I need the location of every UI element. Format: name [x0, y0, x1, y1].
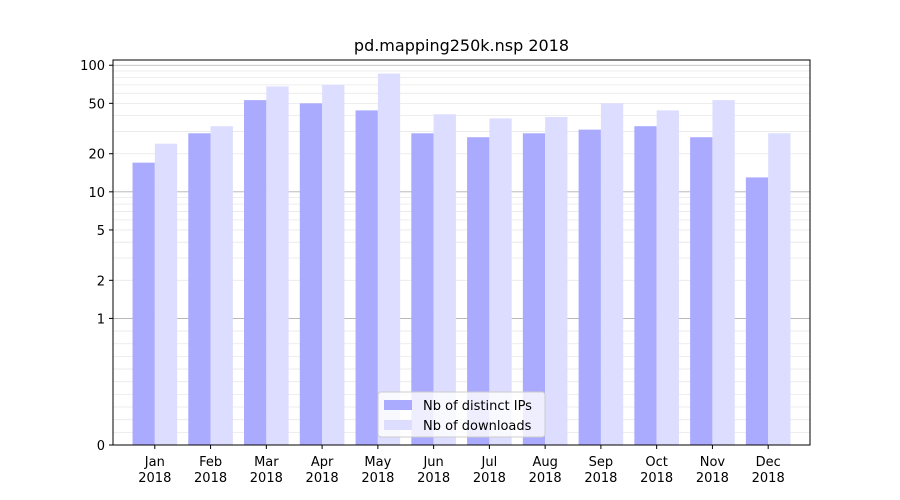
x-tick-label-month: Mar — [254, 455, 279, 470]
legend-swatch-distinct-ips — [384, 400, 412, 410]
bars — [132, 73, 791, 446]
bar-distinct-ips-feb — [188, 133, 211, 445]
x-tick-label-year: 2018 — [250, 471, 283, 486]
bar-distinct-ips-apr — [299, 103, 323, 445]
x-tick-label-year: 2018 — [417, 471, 450, 486]
x-tick-label-month: Jul — [481, 455, 498, 470]
bar-downloads-aug — [545, 117, 568, 446]
legend-swatch-downloads — [384, 420, 412, 430]
x-tick-label-year: 2018 — [584, 471, 617, 486]
x-axis: Jan2018Feb2018Mar2018Apr2018May2018Jun20… — [138, 445, 785, 486]
bar-distinct-ips-mar — [244, 100, 267, 445]
bar-downloads-jul — [489, 118, 512, 445]
plot-frame — [112, 59, 811, 446]
x-tick-label-year: 2018 — [306, 471, 339, 486]
x-tick-label-month: Jun — [422, 455, 443, 470]
bar-downloads-sep — [600, 103, 624, 445]
x-tick-label-month: Sep — [589, 455, 614, 470]
bar-downloads-jun — [433, 114, 456, 445]
chart-title: pd.mapping250k.nsp 2018 — [354, 36, 569, 55]
x-tick-label-month: May — [364, 455, 391, 470]
bar-distinct-ips-jan — [132, 162, 155, 445]
bar-distinct-ips-may — [355, 110, 378, 445]
legend-box — [377, 391, 546, 438]
bar-downloads-feb — [210, 126, 233, 446]
bar-downloads-apr — [322, 84, 345, 445]
x-tick-label-month: Feb — [199, 455, 222, 470]
x-tick-label-year: 2018 — [529, 471, 562, 486]
bar-distinct-ips-dec — [745, 177, 769, 446]
y-tick-label: 10 — [88, 186, 105, 201]
bar-distinct-ips-jun — [411, 133, 434, 445]
bar-downloads-mar — [266, 86, 289, 445]
bar-downloads-oct — [656, 110, 679, 445]
y-axis: 0 1 2 5 10 20 50 100 — [80, 59, 113, 454]
y-tick-label: 20 — [88, 148, 105, 163]
bar-distinct-ips-aug — [522, 133, 546, 445]
legend-label-distinct-ips: Nb of distinct IPs — [423, 399, 532, 414]
x-tick-label-month: Apr — [311, 455, 334, 470]
bar-downloads-jan — [154, 143, 178, 445]
y-tick-label: 2 — [97, 274, 105, 289]
x-tick-label-month: Dec — [756, 455, 781, 470]
y-tick-label: 5 — [97, 224, 105, 239]
x-tick-label-month: Nov — [700, 455, 726, 470]
bar-downloads-dec — [768, 133, 791, 445]
x-tick-label-month: Jan — [144, 455, 165, 470]
x-tick-label-year: 2018 — [473, 471, 506, 486]
bar-downloads-nov — [712, 100, 735, 445]
bar-downloads-may — [377, 73, 401, 445]
x-tick-label-year: 2018 — [194, 471, 227, 486]
legend-label-downloads: Nb of downloads — [423, 419, 532, 434]
legend: Nb of distinct IPs Nb of downloads — [377, 391, 546, 438]
x-tick-label-year: 2018 — [138, 471, 171, 486]
y-tick-label: 100 — [80, 59, 105, 74]
bar-distinct-ips-nov — [690, 137, 713, 446]
x-tick-label-year: 2018 — [752, 471, 785, 486]
y-tick-label: 50 — [88, 97, 105, 112]
y-tick-label: 1 — [97, 312, 105, 327]
bar-distinct-ips-sep — [578, 129, 601, 445]
x-tick-label-year: 2018 — [696, 471, 729, 486]
x-tick-label-month: Oct — [645, 455, 667, 470]
x-tick-label-year: 2018 — [361, 471, 394, 486]
bar-distinct-ips-oct — [634, 126, 657, 446]
x-tick-label-year: 2018 — [640, 471, 673, 486]
bar-distinct-ips-jul — [467, 137, 490, 446]
x-tick-label-month: Aug — [532, 455, 557, 470]
y-tick-label: 0 — [97, 439, 105, 454]
